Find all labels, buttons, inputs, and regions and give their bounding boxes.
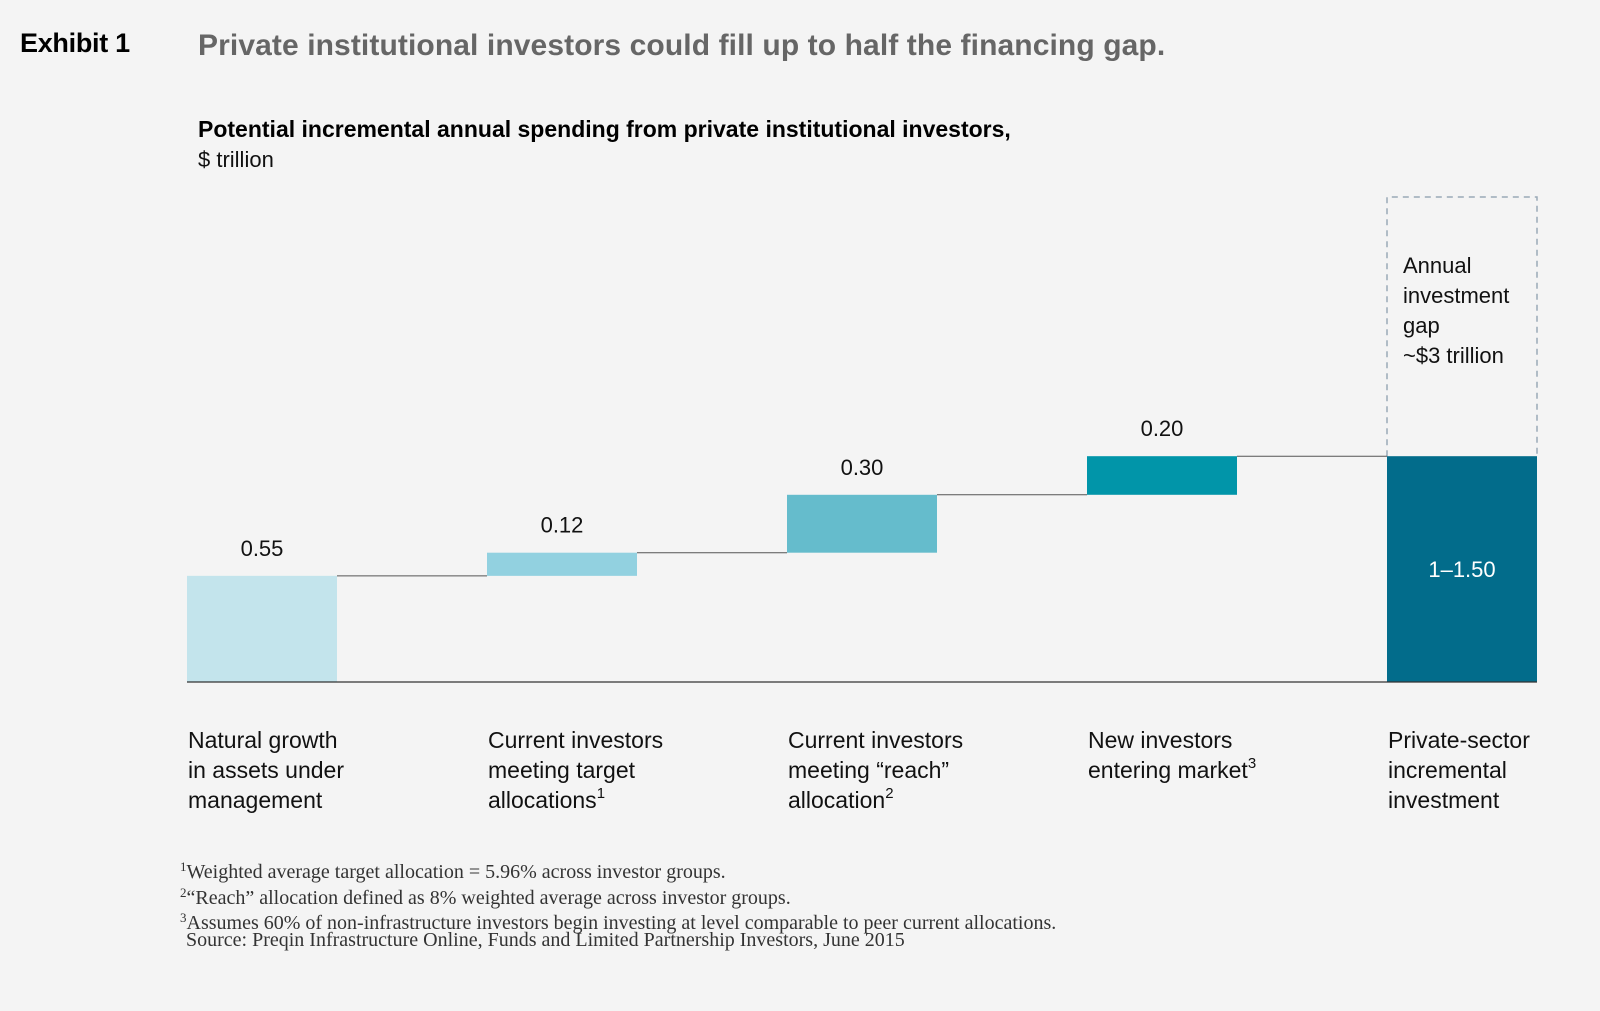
category-label-5: Private-sector incremental investment xyxy=(1388,727,1530,813)
exhibit-label: Exhibit 1 xyxy=(20,28,130,58)
value-label-3: 0.30 xyxy=(841,455,884,480)
category-label-4: New investors entering market3 xyxy=(1088,727,1257,783)
gap-annotation-line-2: investment xyxy=(1403,283,1509,308)
investment-gap-box xyxy=(1386,196,1538,457)
bar-2 xyxy=(487,552,637,576)
value-label-2: 0.12 xyxy=(541,513,584,538)
footnotes: 1Weighted average target allocation = 5.… xyxy=(180,860,1056,937)
category-label-3: Current investors meeting “reach” allocati… xyxy=(788,727,964,813)
chart-subtitle: $ trillion xyxy=(198,147,274,172)
bar-4 xyxy=(1087,456,1237,495)
source-note: Source: Preqin Infrastructure Online, Fu… xyxy=(186,929,905,951)
category-label-1: Natural growth in assets under management xyxy=(188,727,344,813)
footnote-2: 2“Reach” allocation defined as 8% weight… xyxy=(180,884,791,909)
value-label-1: 0.55 xyxy=(241,536,284,561)
footnote-3: 3Assumes 60% of non-infrastructure inves… xyxy=(180,910,1057,934)
bar-3 xyxy=(787,494,937,553)
gap-annotation-line-4: ~$3 trillion xyxy=(1403,343,1504,368)
value-label-5: 1–1.50 xyxy=(1428,557,1495,582)
chart-title: Potential incremental annual spending fr… xyxy=(198,116,1011,142)
bar-5 xyxy=(1387,456,1537,682)
gap-annotation-line-3: gap xyxy=(1403,313,1440,338)
value-label-4: 0.20 xyxy=(1141,416,1184,441)
bar-1 xyxy=(187,575,337,682)
footnote-1: 1Weighted average target allocation = 5.… xyxy=(180,859,726,883)
category-label-2: Current investors meeting target allocatio… xyxy=(488,727,664,813)
gap-annotation-line-1: Annual xyxy=(1403,253,1472,278)
headline: Private institutional investors could fi… xyxy=(198,29,1166,62)
